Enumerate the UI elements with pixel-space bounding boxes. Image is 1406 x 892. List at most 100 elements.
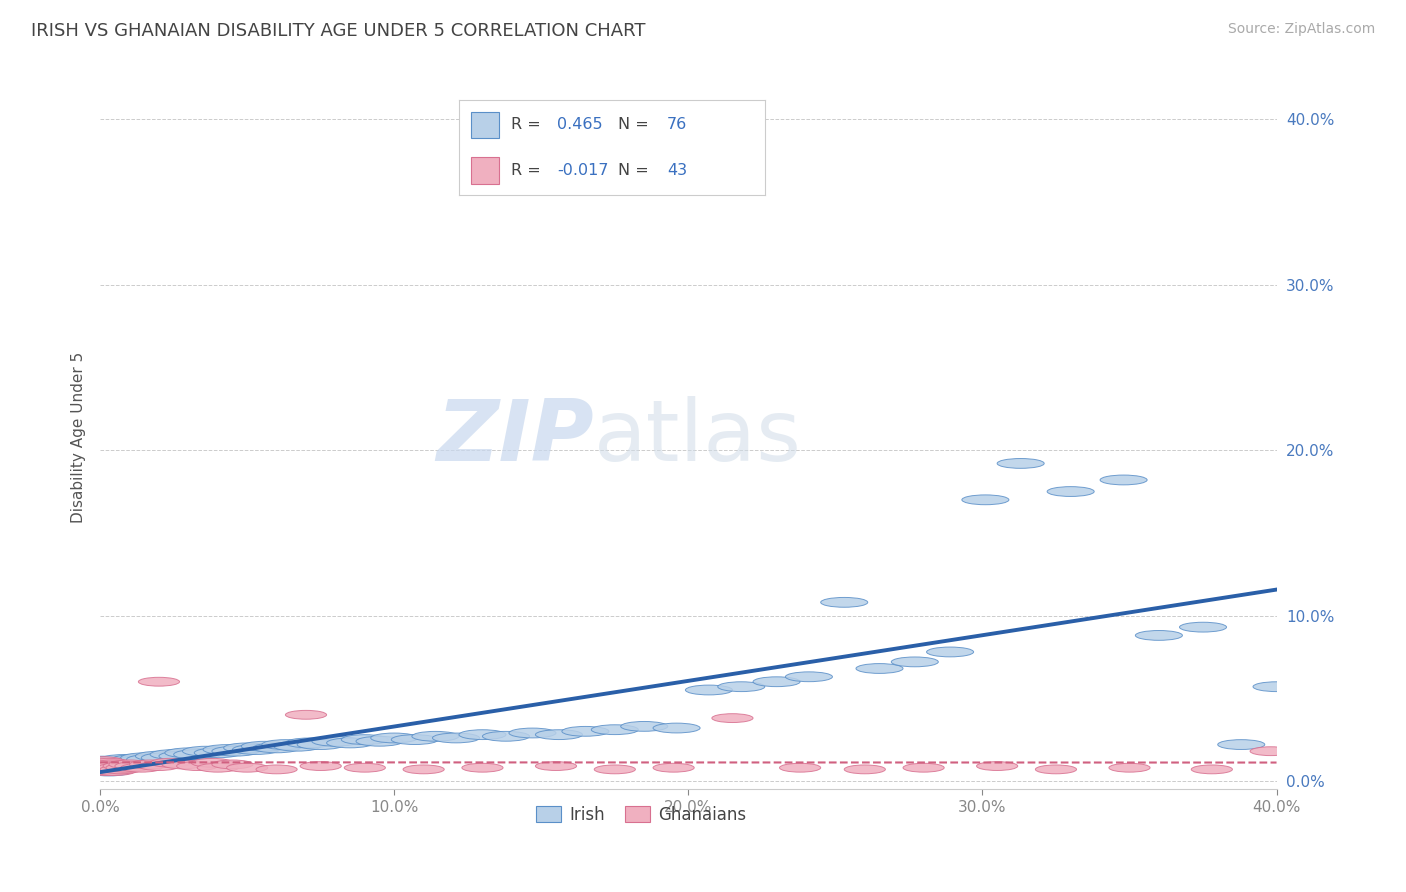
Ellipse shape [242,741,288,751]
Ellipse shape [135,751,183,761]
Ellipse shape [997,458,1045,468]
Ellipse shape [620,722,668,731]
Ellipse shape [711,714,754,723]
Ellipse shape [103,758,150,768]
Ellipse shape [191,758,232,767]
Ellipse shape [856,664,903,673]
Y-axis label: Disability Age Under 5: Disability Age Under 5 [72,352,86,524]
Ellipse shape [89,758,129,767]
Ellipse shape [108,758,156,768]
Ellipse shape [94,758,142,768]
Ellipse shape [595,765,636,773]
Ellipse shape [91,764,138,774]
Ellipse shape [162,760,202,769]
Ellipse shape [536,730,582,739]
Ellipse shape [94,763,142,772]
Ellipse shape [91,761,138,771]
Ellipse shape [1180,623,1226,632]
Ellipse shape [108,760,150,769]
Ellipse shape [105,764,148,772]
Ellipse shape [89,759,135,769]
Ellipse shape [121,764,162,772]
Ellipse shape [97,761,145,771]
Ellipse shape [89,765,129,773]
Ellipse shape [138,677,180,686]
Ellipse shape [94,766,135,775]
Ellipse shape [91,764,132,772]
Ellipse shape [458,730,506,739]
Ellipse shape [1191,765,1233,773]
Ellipse shape [115,756,162,766]
Ellipse shape [100,759,148,769]
Ellipse shape [86,766,127,775]
Ellipse shape [212,760,253,769]
Ellipse shape [177,762,218,771]
Ellipse shape [232,745,280,755]
Ellipse shape [562,726,609,736]
Text: atlas: atlas [595,396,803,479]
Ellipse shape [91,760,132,769]
Ellipse shape [212,747,259,756]
Ellipse shape [297,739,344,749]
Ellipse shape [165,747,212,757]
Ellipse shape [159,751,207,761]
Ellipse shape [86,766,132,776]
Ellipse shape [194,747,242,757]
Ellipse shape [344,764,385,772]
Ellipse shape [356,737,404,747]
Ellipse shape [174,749,221,759]
Ellipse shape [285,738,332,747]
Ellipse shape [202,745,250,755]
Ellipse shape [256,765,297,773]
Ellipse shape [83,756,124,765]
Ellipse shape [80,756,127,766]
Ellipse shape [274,741,321,751]
Ellipse shape [927,647,973,657]
Ellipse shape [86,758,132,768]
Ellipse shape [962,495,1010,505]
Ellipse shape [86,760,127,769]
Ellipse shape [391,735,439,745]
Ellipse shape [312,737,359,747]
Ellipse shape [97,756,145,766]
Ellipse shape [83,764,129,774]
Ellipse shape [404,765,444,773]
Ellipse shape [754,677,800,687]
Ellipse shape [1047,487,1094,497]
Ellipse shape [91,756,138,766]
Ellipse shape [105,756,153,766]
Ellipse shape [224,743,271,753]
Ellipse shape [433,733,479,743]
Ellipse shape [821,598,868,607]
Ellipse shape [105,761,153,771]
Ellipse shape [1250,747,1291,756]
Ellipse shape [80,763,127,772]
Ellipse shape [786,672,832,681]
Ellipse shape [903,764,945,772]
Ellipse shape [463,764,503,772]
Ellipse shape [482,731,530,741]
Ellipse shape [536,762,576,771]
Ellipse shape [142,753,188,763]
Ellipse shape [226,764,267,772]
Ellipse shape [150,749,197,759]
Ellipse shape [326,738,374,747]
Ellipse shape [891,657,938,667]
Legend: Irish, Ghanaians: Irish, Ghanaians [526,796,756,834]
Ellipse shape [371,733,418,743]
Ellipse shape [1136,631,1182,640]
Ellipse shape [89,763,135,772]
Ellipse shape [197,764,239,772]
Ellipse shape [112,755,159,764]
Ellipse shape [412,731,458,741]
Ellipse shape [717,681,765,691]
Ellipse shape [253,743,299,753]
Ellipse shape [652,764,695,772]
Ellipse shape [1253,681,1301,691]
Ellipse shape [685,685,733,695]
Ellipse shape [127,755,174,764]
Ellipse shape [97,764,138,772]
Text: IRISH VS GHANAIAN DISABILITY AGE UNDER 5 CORRELATION CHART: IRISH VS GHANAIAN DISABILITY AGE UNDER 5… [31,22,645,40]
Ellipse shape [977,762,1018,771]
Ellipse shape [138,762,180,771]
